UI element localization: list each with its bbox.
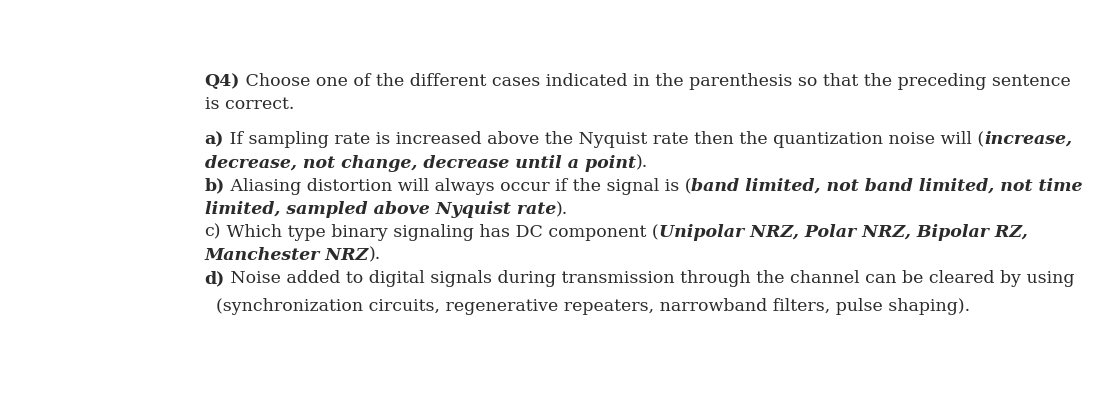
Text: Manchester NRZ: Manchester NRZ bbox=[204, 247, 369, 264]
Text: a): a) bbox=[204, 131, 223, 148]
Text: band limited, not band limited, not time: band limited, not band limited, not time bbox=[691, 178, 1082, 195]
Text: c): c) bbox=[204, 224, 221, 241]
Text: Noise added to digital signals during transmission through the channel can be cl: Noise added to digital signals during tr… bbox=[225, 270, 1075, 287]
Text: ).: ). bbox=[636, 155, 648, 172]
Text: (synchronization circuits, regenerative repeaters, narrowband filters, pulse sha: (synchronization circuits, regenerative … bbox=[204, 298, 970, 315]
Text: d): d) bbox=[204, 270, 225, 287]
Text: ).: ). bbox=[556, 201, 569, 218]
Text: If sampling rate is increased above the Nyquist rate then the quantization noise: If sampling rate is increased above the … bbox=[223, 131, 984, 148]
Text: Unipolar NRZ, Polar NRZ, Bipolar RZ,: Unipolar NRZ, Polar NRZ, Bipolar RZ, bbox=[659, 224, 1028, 241]
Text: Q4): Q4) bbox=[204, 73, 240, 90]
Text: increase,: increase, bbox=[984, 131, 1072, 148]
Text: is correct.: is correct. bbox=[204, 97, 294, 113]
Text: Choose one of the different cases indicated in the parenthesis so that the prece: Choose one of the different cases indica… bbox=[240, 73, 1071, 90]
Text: limited, sampled above Nyquist rate: limited, sampled above Nyquist rate bbox=[204, 201, 556, 218]
Text: Aliasing distortion will always occur if the signal is (: Aliasing distortion will always occur if… bbox=[225, 178, 691, 195]
Text: decrease, not change, decrease until a point: decrease, not change, decrease until a p… bbox=[204, 155, 636, 172]
Text: ).: ). bbox=[369, 247, 381, 264]
Text: b): b) bbox=[204, 178, 225, 195]
Text: Which type binary signaling has DC component (: Which type binary signaling has DC compo… bbox=[221, 224, 659, 241]
